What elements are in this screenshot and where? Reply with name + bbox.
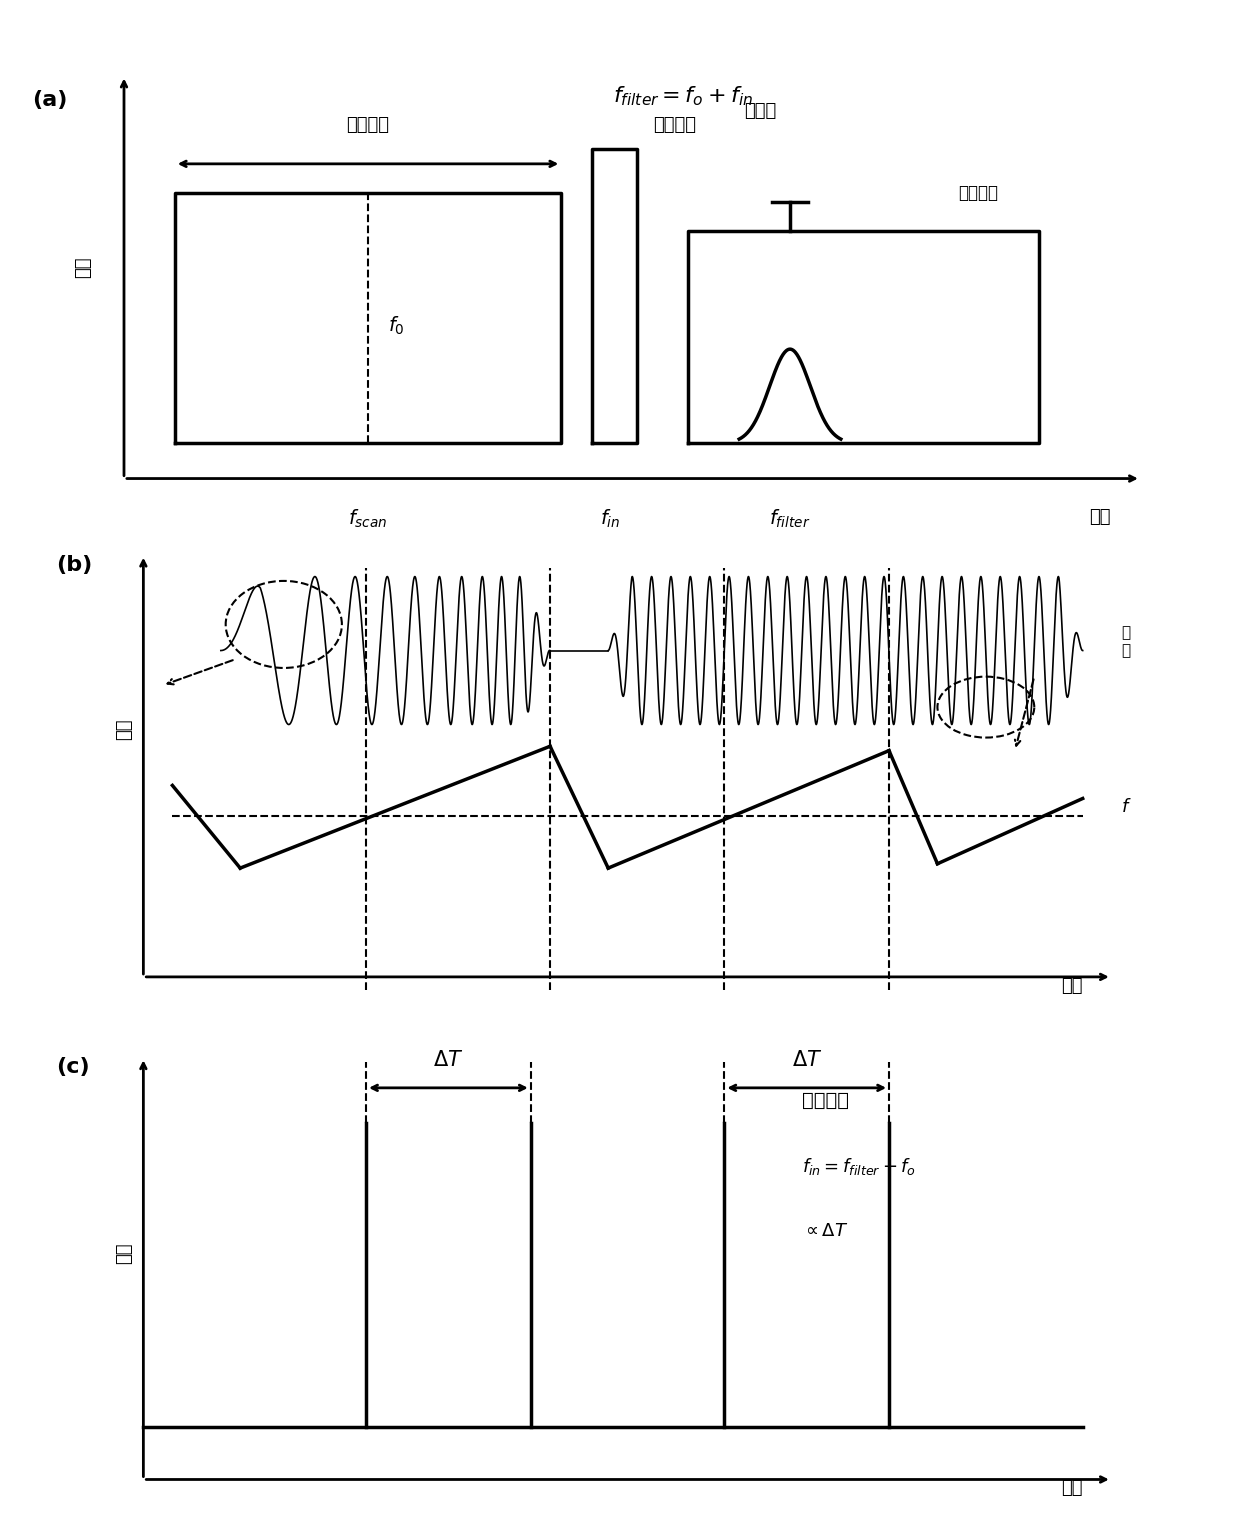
Text: $\Delta T$: $\Delta T$ [791, 1051, 822, 1071]
Text: $\propto\Delta T$: $\propto\Delta T$ [802, 1223, 848, 1240]
Text: 时间: 时间 [1061, 976, 1083, 995]
Text: $f_0$: $f_0$ [388, 314, 405, 337]
Text: 幅度: 幅度 [115, 719, 133, 740]
Text: 频率: 频率 [1089, 509, 1110, 525]
Text: $f$: $f$ [1121, 798, 1132, 816]
Text: 和频信号: 和频信号 [957, 184, 998, 203]
Text: $\Delta T$: $\Delta T$ [433, 1051, 464, 1071]
Text: 时间: 时间 [1061, 1479, 1083, 1497]
Text: 测得频率: 测得频率 [802, 1092, 849, 1110]
Text: 扫频信号: 扫频信号 [346, 116, 389, 134]
Text: 待测信号: 待测信号 [652, 116, 696, 134]
Text: (b): (b) [56, 554, 93, 574]
Text: $f_{filter}=f_o + f_{in}$: $f_{filter}=f_o + f_{in}$ [613, 84, 754, 108]
Text: $f_{in}=f_{filter}-f_o$: $f_{in}=f_{filter}-f_o$ [802, 1156, 916, 1177]
Text: 滤
频: 滤 频 [1121, 626, 1131, 658]
Text: (a): (a) [32, 90, 68, 110]
Text: 幅度: 幅度 [115, 1243, 133, 1264]
Text: 功率: 功率 [74, 256, 92, 277]
Text: $f_{filter}$: $f_{filter}$ [769, 509, 811, 530]
Text: 滤波器: 滤波器 [744, 102, 776, 120]
Text: (c): (c) [56, 1057, 89, 1077]
Text: $f_{in}$: $f_{in}$ [600, 509, 620, 530]
Text: $f_{scan}$: $f_{scan}$ [348, 509, 388, 530]
